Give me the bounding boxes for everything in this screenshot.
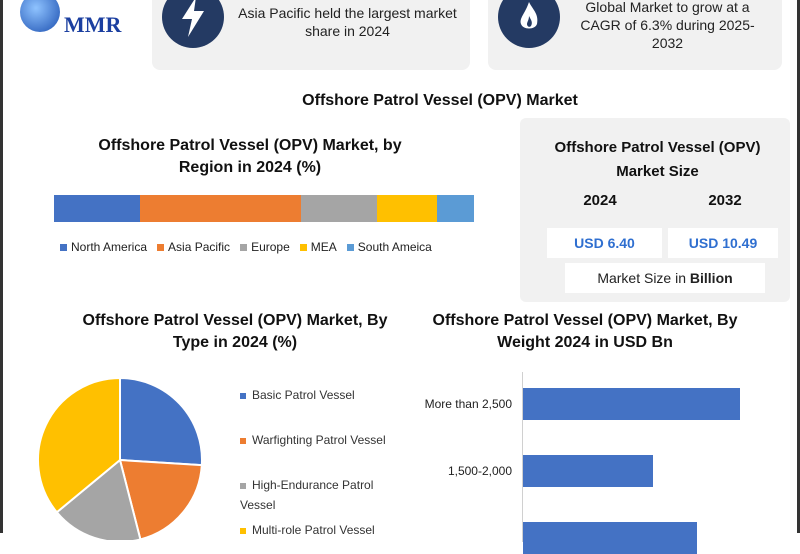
legend-swatch bbox=[240, 244, 248, 251]
unit-prefix: Market Size in bbox=[597, 270, 690, 286]
pie-slice bbox=[37, 376, 121, 514]
region-segment bbox=[300, 195, 377, 222]
region-segment bbox=[54, 195, 141, 222]
value-2032: USD 10.49 bbox=[668, 228, 778, 258]
legend-label: Basic Patrol Vessel bbox=[252, 388, 355, 402]
legend-label: Multi-role Patrol Vessel bbox=[252, 523, 375, 537]
region-segment bbox=[376, 195, 438, 222]
legend-item: Europe bbox=[240, 240, 290, 254]
legend-swatch bbox=[240, 437, 246, 444]
logo: MMR bbox=[12, 0, 142, 42]
legend-label: Warfighting Patrol Vessel bbox=[252, 433, 386, 447]
legend-swatch bbox=[299, 244, 307, 251]
logo-text: MMR bbox=[64, 12, 122, 37]
legend-swatch bbox=[240, 482, 246, 489]
legend-item: South Ameica bbox=[346, 240, 432, 254]
legend-item: MEA bbox=[299, 240, 337, 254]
legend-swatch bbox=[60, 244, 67, 251]
type-chart-title: Offshore Patrol Vessel (OPV) Market, By … bbox=[82, 312, 388, 351]
pie-legend-item: Multi-role Patrol Vessel bbox=[240, 520, 400, 540]
region-segment bbox=[437, 195, 474, 222]
legend-label: MEA bbox=[310, 240, 337, 254]
pie-legend-item: High-Endurance Patrol Vessel bbox=[240, 475, 400, 515]
year-2032: 2032 bbox=[708, 192, 742, 209]
region-stacked-bar bbox=[54, 195, 474, 222]
weight-bar bbox=[523, 522, 697, 554]
legend-label: South Ameica bbox=[357, 240, 432, 254]
main-title: Offshore Patrol Vessel (OPV) Market bbox=[302, 92, 578, 109]
market-size-title: Offshore Patrol Vessel (OPV) Market Size bbox=[554, 139, 761, 180]
legend-label: Europe bbox=[251, 240, 290, 254]
legend-item: Asia Pacific bbox=[157, 240, 230, 254]
weight-category-label: 1,500-2,000 bbox=[447, 464, 512, 478]
pie-legend-item: Basic Patrol Vessel bbox=[240, 385, 400, 405]
market-size-panel: Offshore Patrol Vessel (OPV) Market Size… bbox=[520, 118, 790, 302]
globe-icon bbox=[20, 0, 60, 32]
legend-label: High-Endurance Patrol Vessel bbox=[240, 478, 374, 512]
legend-swatch bbox=[240, 392, 246, 399]
weight-category-label: More than 2,500 bbox=[424, 397, 512, 411]
legend-swatch bbox=[240, 527, 246, 534]
year-2024: 2024 bbox=[583, 192, 617, 209]
weight-bar bbox=[523, 455, 654, 487]
weight-axis bbox=[522, 372, 523, 542]
flame-icon bbox=[498, 0, 560, 48]
unit-bold: Billion bbox=[689, 270, 733, 286]
card-text-region: Asia Pacific held the largest market sha… bbox=[238, 5, 457, 39]
lightning-icon bbox=[162, 0, 224, 48]
legend-label: Asia Pacific bbox=[168, 240, 231, 254]
legend-swatch bbox=[346, 244, 354, 251]
unit-label: Market Size in Billion bbox=[565, 263, 765, 293]
card-text-cagr: Global Market to grow at a CAGR of 6.3% … bbox=[580, 0, 755, 51]
legend-item: North America bbox=[60, 240, 147, 254]
frame bbox=[0, 0, 800, 533]
legend-label: North America bbox=[71, 240, 148, 254]
value-2024: USD 6.40 bbox=[547, 228, 662, 258]
legend-swatch bbox=[157, 244, 165, 251]
type-pie-chart bbox=[37, 376, 203, 540]
weight-bar bbox=[523, 388, 740, 420]
region-segment bbox=[140, 195, 301, 222]
region-chart-title: Offshore Patrol Vessel (OPV) Market, by … bbox=[98, 137, 402, 176]
pie-slice bbox=[119, 376, 203, 467]
region-legend: North America Asia Pacific Europe MEA South … bbox=[60, 240, 432, 254]
pie-legend-item: Warfighting Patrol Vessel bbox=[240, 430, 400, 450]
weight-chart-title: Offshore Patrol Vessel (OPV) Market, By … bbox=[432, 312, 738, 351]
